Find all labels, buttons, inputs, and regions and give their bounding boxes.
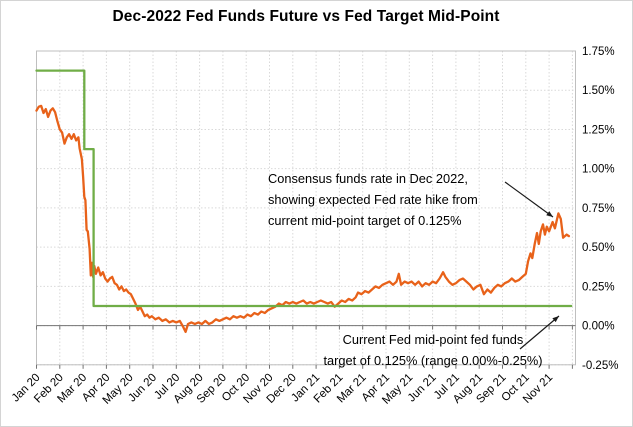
y-axis-tick-label: 0.50% (582, 242, 615, 254)
annotation-arrow (519, 315, 560, 350)
y-axis-tick-label: 1.50% (582, 85, 615, 97)
fed-target-midpoint-line (35, 69, 573, 308)
annotation-current-fed-target: Current Fed mid-point fed funds target of… (277, 329, 589, 371)
annotation-consensus-funds-rate: Consensus funds rate in Dec 2022, showing… (268, 168, 478, 231)
annotation-line: current mid-point target of 0.125% (268, 213, 462, 228)
y-axis-tick-label: 0.75% (582, 203, 615, 215)
annotation-arrow (504, 181, 554, 218)
y-axis-tick-label: 1.00% (582, 164, 615, 176)
chart-title: Dec-2022 Fed Funds Future vs Fed Target … (112, 8, 500, 25)
annotation-line: Current Fed mid-point fed funds (342, 332, 524, 347)
annotation-line: Consensus funds rate in Dec 2022, (268, 171, 468, 186)
y-axis-tick-label: 0.00% (582, 321, 615, 333)
plot-border (36, 50, 576, 366)
y-axis-tick-label: -0.25% (582, 360, 618, 372)
y-axis-tick-label: 1.75% (582, 46, 615, 58)
y-axis-tick-label: 1.25% (582, 124, 615, 136)
annotation-arrowhead-icon (552, 316, 559, 323)
annotation-line: showing expected Fed rate hike from (268, 192, 478, 207)
annotation-line: target of 0.125% (range 0.00%-0.25%) (323, 353, 543, 368)
y-axis-tick-label: 0.25% (582, 281, 615, 293)
annotation-arrowhead-icon (546, 211, 553, 217)
